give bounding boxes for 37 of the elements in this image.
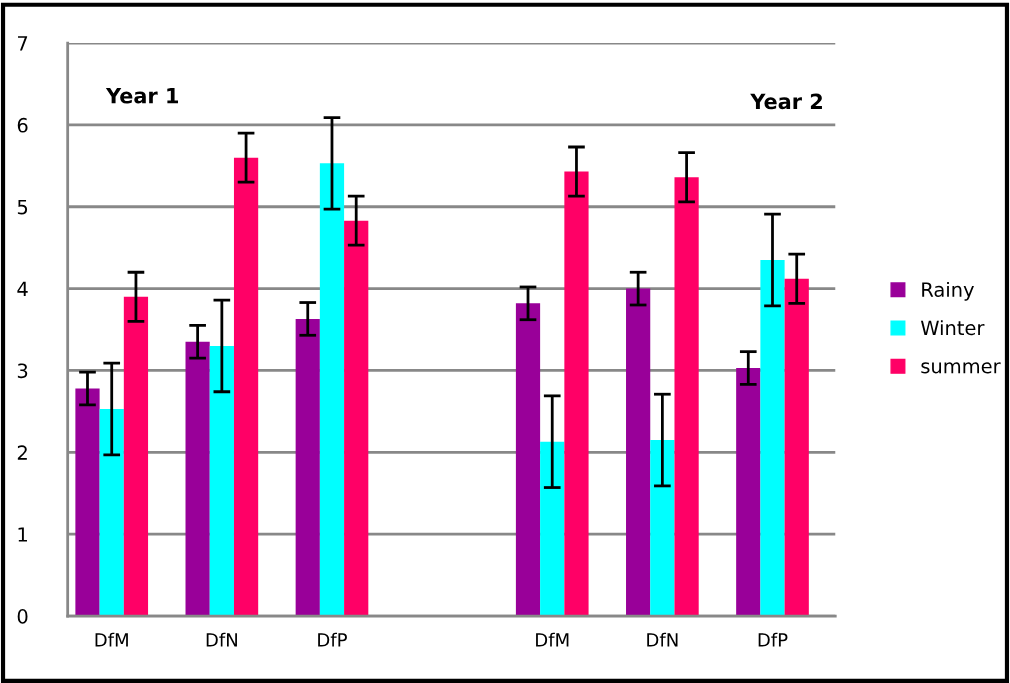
bar bbox=[626, 288, 651, 617]
bar bbox=[564, 171, 589, 617]
y-tick-label: 1 bbox=[18, 527, 27, 542]
x-tick-label: DfP bbox=[318, 632, 347, 647]
x-tick-label: DfM bbox=[536, 632, 569, 647]
bar bbox=[209, 345, 234, 617]
bar bbox=[123, 296, 149, 617]
bar bbox=[233, 157, 259, 617]
y-tick-label: 5 bbox=[17, 199, 28, 215]
annotation: Year 2 bbox=[750, 93, 822, 110]
x-tick-label: DfN bbox=[206, 632, 237, 647]
bar bbox=[515, 303, 541, 617]
bar bbox=[784, 278, 809, 617]
x-tick-label: DfM bbox=[95, 632, 128, 647]
x-tick-label: DfN bbox=[647, 632, 678, 647]
y-tick-label: 0 bbox=[17, 609, 28, 624]
bar bbox=[674, 177, 699, 617]
y-tick-label: 6 bbox=[17, 117, 28, 133]
bar bbox=[75, 388, 100, 617]
y-tick-label: 4 bbox=[17, 281, 28, 296]
bar bbox=[295, 318, 320, 617]
legend-label: Rainy bbox=[922, 281, 974, 301]
annotation: Year 1 bbox=[105, 88, 179, 104]
bar bbox=[185, 341, 210, 617]
bar bbox=[760, 259, 785, 617]
legend-label: Winter bbox=[920, 320, 985, 336]
bar bbox=[650, 440, 675, 617]
bar bbox=[736, 368, 761, 617]
bar bbox=[540, 441, 565, 617]
x-tick-label: DfP bbox=[758, 632, 788, 647]
bar bbox=[99, 408, 124, 617]
bar bbox=[319, 163, 345, 617]
y-tick-label: 2 bbox=[17, 445, 27, 460]
legend-label: summer bbox=[921, 362, 1001, 374]
y-tick-label: 7 bbox=[18, 36, 28, 51]
y-tick-label: 3 bbox=[17, 363, 28, 379]
bar bbox=[344, 220, 369, 617]
